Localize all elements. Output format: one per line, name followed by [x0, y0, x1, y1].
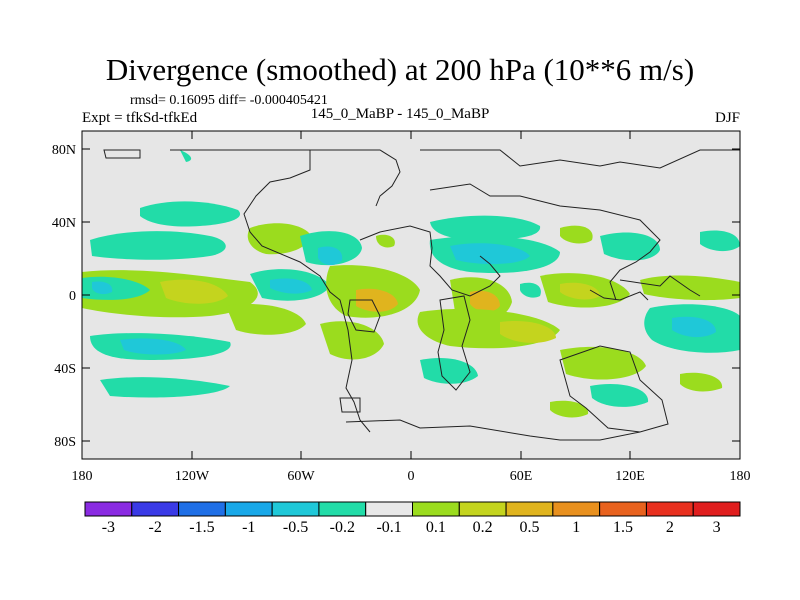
x-tick-label: 120W	[175, 469, 210, 484]
colorbar-swatch	[505, 501, 554, 517]
y-tick-labels: 80N 40N 0 40S 80S	[52, 143, 76, 450]
field-patch	[470, 290, 500, 312]
coastline	[429, 183, 661, 301]
y-tick-marks	[82, 148, 740, 442]
coastline	[559, 345, 669, 433]
colorbar-labels: -3 -2 -1.5 -1 -0.5 -0.2 -0.1 0.1 0.2 0.5 1 1.5 2 3	[102, 519, 721, 536]
colorbar-swatch	[692, 501, 741, 517]
field-patch	[680, 372, 723, 392]
colorbar-swatch	[271, 501, 320, 517]
colorbar-label: 2	[666, 519, 674, 536]
colorbar-swatch	[458, 501, 507, 517]
coastlines	[103, 149, 740, 441]
x-tick-label: 120E	[615, 469, 645, 484]
colorbar-swatch	[599, 501, 647, 517]
field-patch	[160, 279, 228, 304]
field-patch	[430, 215, 541, 240]
y-tick-label: 80S	[54, 435, 76, 450]
x-tick-label: 0	[408, 469, 415, 484]
colorbar-swatch	[84, 501, 133, 517]
season-label: DJF	[714, 110, 740, 126]
colorbar-swatch	[131, 501, 180, 517]
x-tick-label: 180	[72, 469, 93, 484]
colorbar-label: 0.1	[426, 519, 446, 536]
colorbar-label: 1	[572, 519, 580, 536]
colorbar-label: -0.1	[376, 519, 401, 536]
colorbar	[84, 501, 741, 517]
colorbar-label: -0.2	[330, 519, 355, 536]
field-patch	[90, 231, 226, 260]
field-patch	[356, 288, 398, 312]
field-patch	[590, 383, 649, 407]
colorbar-swatch	[224, 501, 273, 517]
field-patch	[550, 400, 589, 418]
field-patch	[226, 304, 306, 335]
x-tick-label: 180	[730, 469, 751, 484]
center-label: 145_0_MaBP - 145_0_MaBP	[310, 106, 490, 122]
field-patch	[140, 201, 241, 227]
field-patch	[376, 234, 395, 248]
field-patch	[560, 282, 600, 300]
field-patch	[600, 232, 660, 261]
colorbar-label: 0.2	[473, 519, 493, 536]
y-tick-label: 0	[69, 289, 76, 304]
x-tick-label: 60W	[287, 469, 315, 484]
coastline	[619, 275, 701, 297]
field-patch	[320, 321, 384, 360]
field-patch	[500, 320, 556, 343]
coastline	[170, 149, 371, 433]
colorbar-swatch	[412, 501, 460, 517]
field-patch	[700, 230, 740, 252]
colorbar-label: -1.5	[189, 519, 214, 536]
y-tick-label: 40N	[52, 216, 76, 231]
field-patch	[450, 243, 530, 265]
colorbar-label: -3	[102, 519, 115, 536]
colorbar-label: 3	[713, 519, 721, 536]
colorbar-swatch	[552, 501, 601, 517]
colorbar-swatch	[645, 501, 694, 517]
coastline	[339, 397, 361, 413]
coastline	[420, 149, 740, 169]
field-patch	[420, 357, 478, 384]
field-patch	[180, 150, 192, 162]
colorbar-label: 0.5	[519, 519, 539, 536]
x-tick-labels: 180 120W 60W 0 60E 120E 180	[72, 469, 751, 484]
field-patch	[672, 316, 716, 338]
colorbar-swatch	[365, 501, 413, 517]
field-patch	[92, 281, 113, 295]
coastline	[347, 299, 381, 333]
field-patch	[318, 246, 343, 266]
coastline	[437, 295, 471, 391]
colorbar-swatch	[178, 501, 226, 517]
field-patch	[270, 278, 312, 294]
x-tick-label: 60E	[510, 469, 533, 484]
colorbar-label: 1.5	[613, 519, 633, 536]
coastline	[345, 419, 641, 441]
y-tick-label: 80N	[52, 143, 76, 158]
stats-label: rmsd= 0.16095 diff= -0.000405421	[130, 93, 328, 108]
plot-title: Divergence (smoothed) at 200 hPa (10**6 …	[105, 52, 695, 87]
field-patch	[120, 338, 186, 355]
colorbar-swatch	[318, 501, 367, 517]
colorbar-label: -2	[149, 519, 162, 536]
coastline	[359, 225, 501, 297]
colorbar-label: -0.5	[283, 519, 308, 536]
colorbar-label: -1	[242, 519, 255, 536]
x-tick-marks	[81, 131, 741, 459]
coastline	[103, 149, 141, 159]
field-patch	[100, 377, 230, 398]
y-tick-label: 40S	[54, 362, 76, 377]
field-patch	[560, 346, 646, 380]
coastline	[589, 289, 649, 301]
experiment-label: Expt = tfkSd-tfkEd	[82, 110, 198, 126]
field-patch	[560, 225, 593, 244]
field-patch	[520, 282, 541, 298]
coastline	[310, 149, 401, 207]
